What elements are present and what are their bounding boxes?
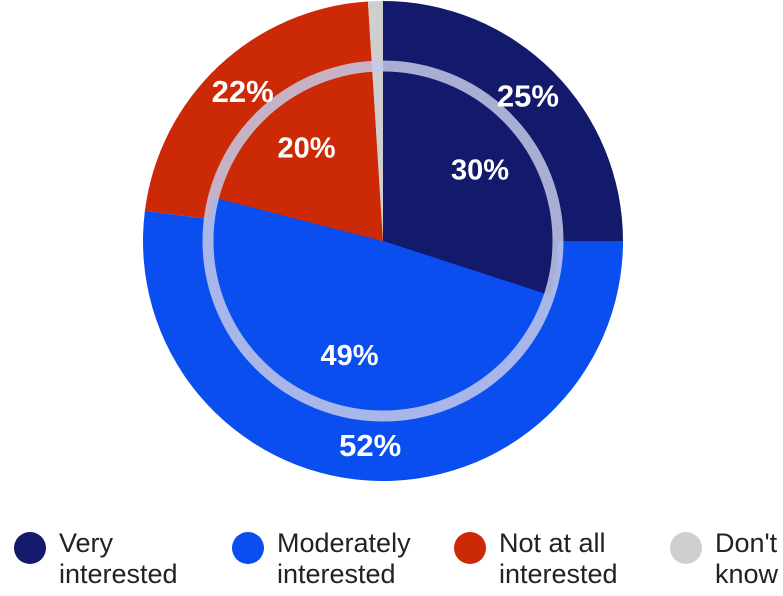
legend-item-not-at-all-interested: Not at all interested bbox=[454, 528, 639, 590]
legend-swatch-moderately-interested bbox=[232, 532, 264, 564]
inner-label-moderately-interested: 49% bbox=[320, 340, 378, 372]
inner-slices bbox=[207, 66, 558, 417]
outer-label-not-at-all-interested: 22% bbox=[212, 74, 274, 109]
inner-slice-dont-know bbox=[372, 66, 383, 241]
ring-divider bbox=[202, 60, 564, 422]
legend-swatch-very-interested bbox=[14, 532, 46, 564]
legend-item-moderately-interested: Moderately interested bbox=[232, 528, 417, 590]
inner-slice-moderately-interested bbox=[207, 197, 550, 417]
inner-slice-very-interested bbox=[383, 66, 558, 296]
legend-label-very-interested: Very interested bbox=[59, 528, 178, 589]
legend-label-moderately-interested: Moderately interested bbox=[277, 528, 411, 589]
slice-labels: 25% 52% 22% 30% 49% 20% bbox=[212, 74, 559, 463]
inner-label-not-at-all-interested: 20% bbox=[277, 133, 335, 165]
inner-slice-not-at-all-interested bbox=[213, 66, 383, 241]
outer-label-very-interested: 25% bbox=[497, 79, 559, 114]
legend-swatch-dont-know bbox=[670, 532, 702, 564]
legend: Very interested Moderately interested Not … bbox=[0, 528, 783, 596]
inner-label-very-interested: 30% bbox=[451, 154, 509, 186]
two-ring-pie-chart: 25% 52% 22% 30% 49% 20% bbox=[143, 1, 623, 481]
outer-label-moderately-interested: 52% bbox=[339, 428, 401, 463]
legend-label-dont-know: Don't know bbox=[715, 528, 779, 589]
legend-item-very-interested: Very interested bbox=[14, 528, 199, 590]
legend-item-dont-know: Don't know bbox=[670, 528, 783, 590]
legend-swatch-not-at-all-interested bbox=[454, 532, 486, 564]
legend-label-not-at-all-interested: Not at all interested bbox=[499, 528, 618, 589]
